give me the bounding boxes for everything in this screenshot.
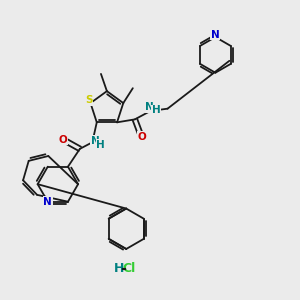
Text: N: N (44, 197, 52, 207)
Text: N: N (146, 103, 154, 112)
Text: N: N (211, 30, 220, 40)
Text: N: N (91, 136, 100, 146)
Text: H: H (114, 262, 124, 275)
Text: S: S (85, 95, 93, 105)
Text: H: H (96, 140, 105, 150)
Text: H: H (152, 105, 161, 116)
Text: O: O (58, 135, 67, 145)
Text: Cl: Cl (123, 262, 136, 275)
Text: O: O (138, 132, 146, 142)
